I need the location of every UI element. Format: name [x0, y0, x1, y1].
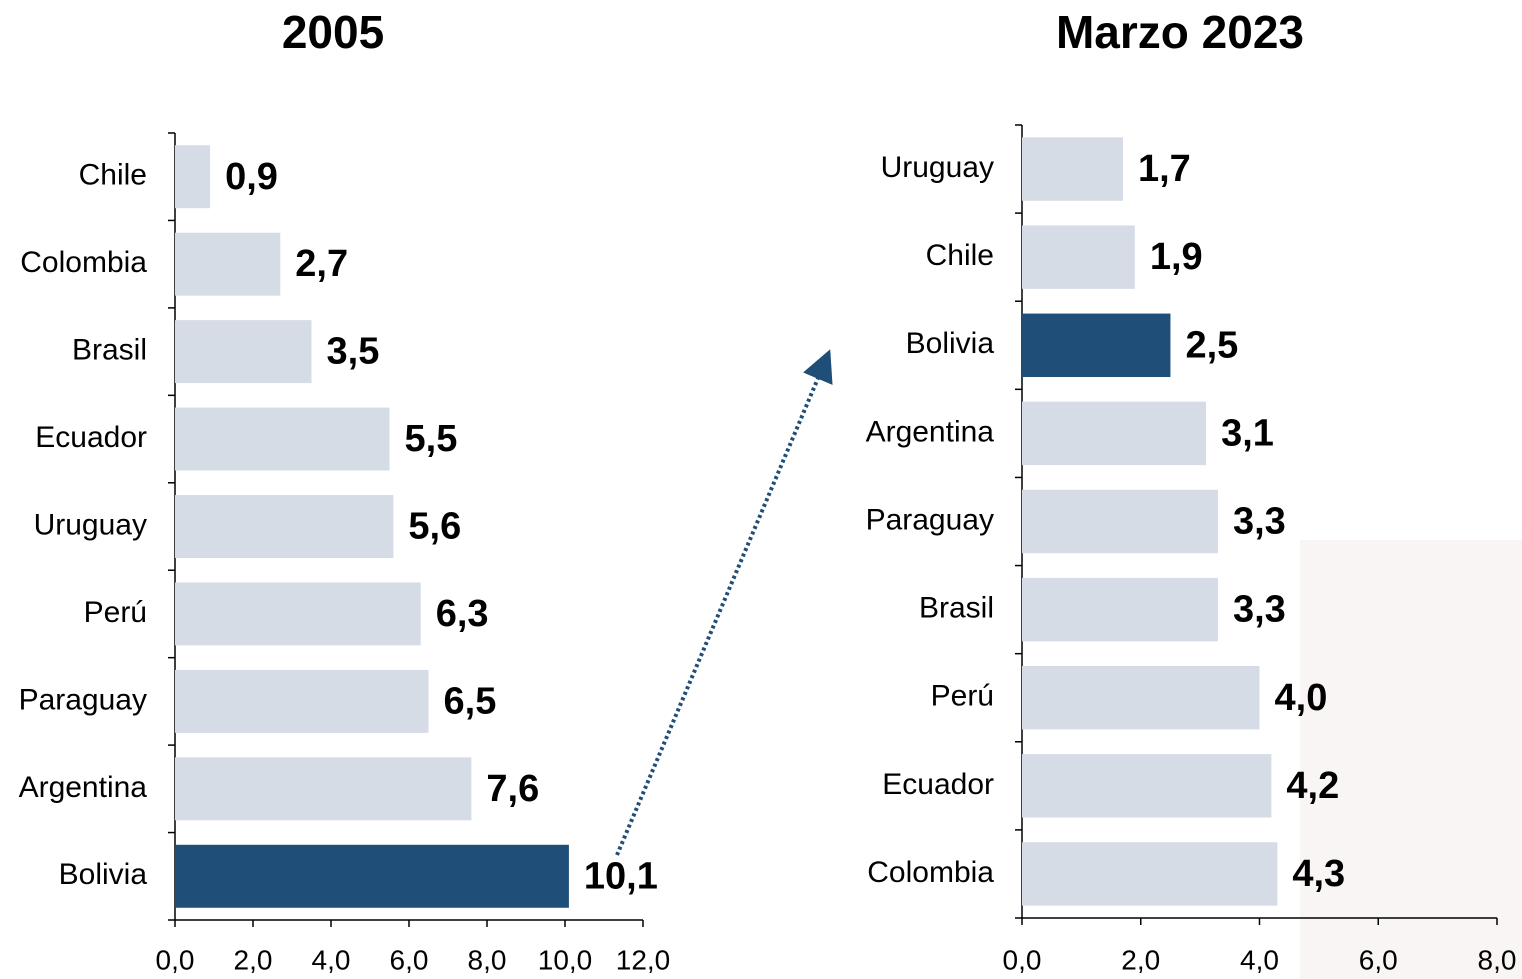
bar: [1022, 314, 1170, 377]
value-label: 4,0: [1275, 677, 1328, 719]
value-label: 5,5: [405, 418, 458, 460]
chart-title: 2005: [282, 6, 384, 58]
value-label: 3,5: [327, 331, 380, 373]
bar: [1022, 578, 1218, 641]
category-label: Perú: [931, 680, 994, 713]
category-label: Chile: [79, 159, 147, 192]
bar: [1022, 666, 1260, 729]
value-label: 6,3: [436, 593, 489, 635]
value-label: 2,7: [295, 243, 348, 285]
x-tick-label: 8,0: [468, 944, 507, 975]
value-label: 5,6: [408, 506, 461, 548]
bar: [175, 408, 390, 471]
x-tick-label: 6,0: [1359, 944, 1398, 975]
category-label: Uruguay: [34, 508, 147, 541]
bar: [175, 845, 569, 908]
x-tick-label: 2,0: [234, 944, 273, 975]
bar: [175, 670, 429, 733]
value-label: 2,5: [1185, 324, 1238, 366]
category-label: Colombia: [867, 856, 994, 889]
value-label: 1,7: [1138, 148, 1191, 190]
category-label: Colombia: [20, 246, 147, 279]
bar: [1022, 842, 1277, 905]
category-label: Argentina: [866, 415, 995, 448]
category-label: Uruguay: [881, 151, 994, 184]
category-label: Bolivia: [906, 327, 995, 360]
category-label: Paraguay: [19, 683, 147, 716]
x-tick-label: 10,0: [538, 944, 593, 975]
x-tick-label: 8,0: [1478, 944, 1517, 975]
value-label: 0,9: [225, 156, 278, 198]
category-label: Bolivia: [59, 858, 148, 891]
bar: [1022, 225, 1135, 288]
value-label: 10,1: [584, 855, 658, 897]
value-label: 6,5: [444, 680, 497, 722]
category-label: Ecuador: [882, 768, 994, 801]
value-label: 1,9: [1150, 236, 1203, 278]
x-tick-label: 0,0: [1003, 944, 1042, 975]
bar: [175, 233, 280, 296]
bar: [175, 757, 471, 820]
category-label: Paraguay: [866, 503, 994, 536]
bar: [175, 495, 393, 558]
category-label: Brasil: [72, 334, 147, 367]
chart-title: Marzo 2023: [1056, 6, 1304, 58]
value-label: 3,3: [1233, 589, 1286, 631]
x-tick-label: 4,0: [312, 944, 351, 975]
bar: [1022, 754, 1271, 817]
value-label: 3,1: [1221, 412, 1274, 454]
bar: [175, 145, 210, 208]
x-tick-label: 0,0: [156, 944, 195, 975]
x-tick-label: 4,0: [1240, 944, 1279, 975]
arrow: [617, 364, 824, 855]
bar: [1022, 402, 1206, 465]
value-label: 7,6: [486, 768, 539, 810]
category-label: Argentina: [19, 771, 148, 804]
background-decoration: [1300, 540, 1522, 979]
value-label: 3,3: [1233, 501, 1286, 543]
bar: [175, 320, 312, 383]
bar: [1022, 490, 1218, 553]
x-tick-label: 6,0: [390, 944, 429, 975]
bar: [1022, 137, 1123, 200]
category-label: Brasil: [919, 592, 994, 625]
category-label: Chile: [926, 239, 994, 272]
x-tick-label: 12,0: [616, 944, 671, 975]
value-label: 4,2: [1286, 765, 1339, 807]
category-label: Ecuador: [35, 421, 147, 454]
x-tick-label: 2,0: [1121, 944, 1160, 975]
category-label: Perú: [84, 596, 147, 629]
bar: [175, 582, 421, 645]
value-label: 4,3: [1292, 853, 1345, 895]
chart: 2005 0,0 2,0 4,0 6,0 8,0 10,0 12,0 Chile 0,9 Colom…: [0, 0, 1522, 979]
